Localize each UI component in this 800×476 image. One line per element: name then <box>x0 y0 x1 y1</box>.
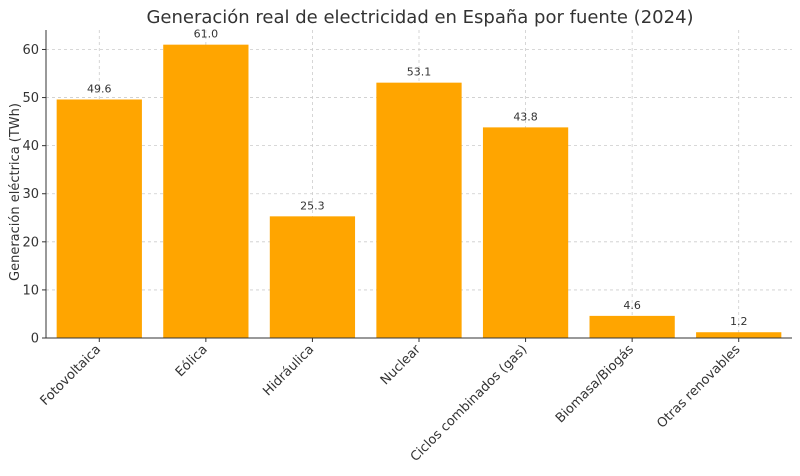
chart-title: Generación real de electricidad en Españ… <box>146 7 693 28</box>
y-tick-label: 0 <box>31 332 39 347</box>
y-tick-label: 10 <box>22 283 39 298</box>
x-tick-label: Otras renovables <box>654 342 743 431</box>
bar <box>269 216 356 338</box>
y-tick-label: 60 <box>22 43 39 58</box>
data-label: 61.0 <box>194 28 219 41</box>
data-label: 1.2 <box>730 315 748 328</box>
axes <box>42 30 792 342</box>
data-label: 25.3 <box>300 199 325 212</box>
x-tick-label: Ciclos combinados (gas) <box>408 342 531 465</box>
data-label: 49.6 <box>87 82 112 95</box>
x-tick-label: Eólica <box>173 342 211 380</box>
bar <box>163 44 249 339</box>
x-tick-label: Fotovoltaica <box>38 342 105 409</box>
y-tick-label: 20 <box>22 235 39 250</box>
bar <box>482 127 569 339</box>
x-tick-label: Nuclear <box>378 342 424 388</box>
bar <box>589 315 675 338</box>
data-label: 43.8 <box>513 110 538 123</box>
bar <box>56 99 142 339</box>
y-axis-label: Generación eléctrica (TWh) <box>8 103 23 281</box>
bar <box>376 82 462 339</box>
y-tick-label: 50 <box>22 91 39 106</box>
y-tick-label: 40 <box>22 139 39 154</box>
data-label: 53.1 <box>407 66 432 79</box>
y-tick-label: 30 <box>22 187 39 202</box>
data-label: 4.6 <box>623 299 641 312</box>
x-tick-label: Biomasa/Biogás <box>553 342 637 426</box>
x-tick-label: Hidráulica <box>260 342 317 399</box>
bar <box>696 332 782 338</box>
bars <box>56 44 782 339</box>
